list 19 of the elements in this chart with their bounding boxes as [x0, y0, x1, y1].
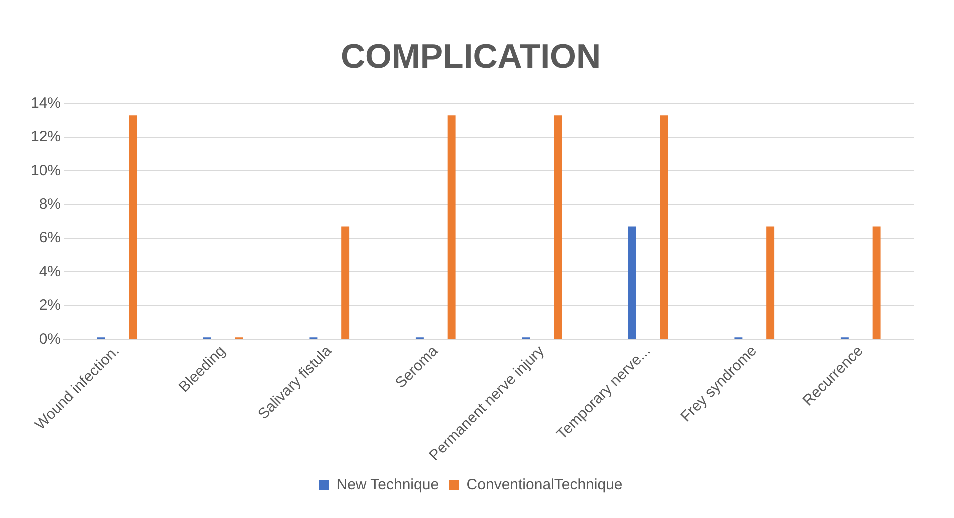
- y-tick-label: 4%: [39, 263, 62, 280]
- bar: [766, 226, 775, 340]
- bar: [554, 116, 562, 340]
- y-tick-label: 10%: [30, 162, 62, 180]
- bar: [342, 226, 350, 340]
- bar: [448, 116, 456, 340]
- y-tick-label: 14%: [30, 94, 62, 112]
- y-tick-label: 6%: [39, 230, 62, 247]
- y-tick-label: 2%: [39, 297, 62, 314]
- bar: [660, 116, 668, 340]
- bar: [129, 116, 138, 340]
- bar: [628, 226, 636, 340]
- y-tick-label: 0%: [39, 330, 62, 348]
- y-tick-label: 8%: [39, 196, 62, 214]
- chart-title: COMPLICATION: [340, 38, 602, 76]
- legend-label: New Technique: [336, 476, 440, 494]
- bar: [872, 226, 881, 340]
- legend-label: ConventionalTechnique: [466, 476, 623, 494]
- y-tick-label: 12%: [30, 128, 62, 146]
